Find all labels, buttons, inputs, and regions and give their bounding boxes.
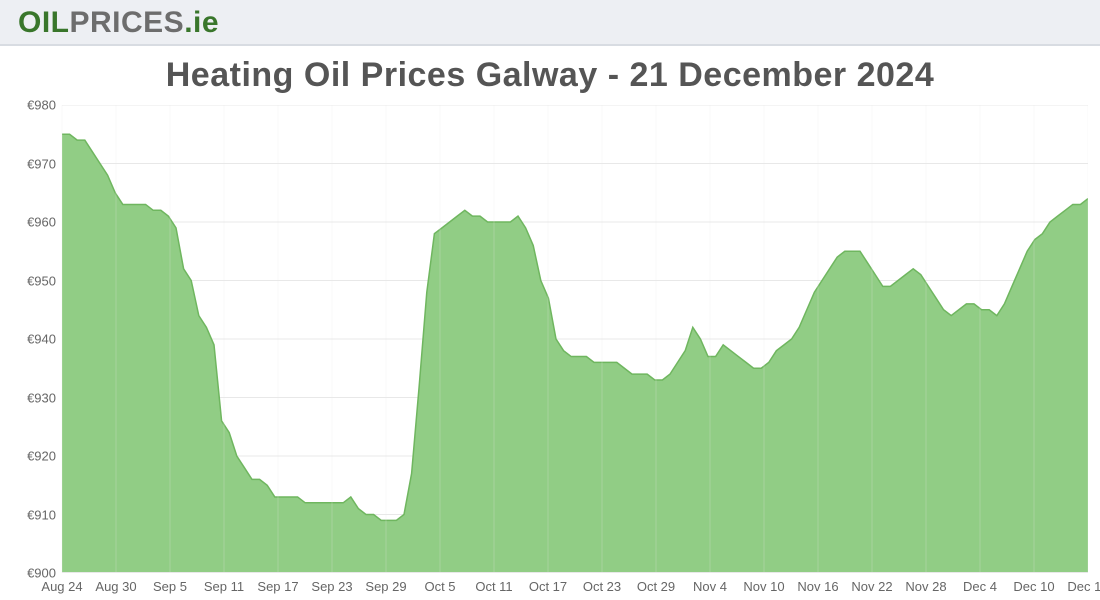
y-axis-label: €980 xyxy=(12,98,56,113)
x-axis-label: Sep 23 xyxy=(311,579,352,594)
x-axis-label: Dec 16 xyxy=(1067,579,1100,594)
x-axis-label: Oct 29 xyxy=(637,579,675,594)
x-axis-label: Aug 30 xyxy=(95,579,136,594)
x-axis-label: Sep 11 xyxy=(204,579,244,594)
y-axis-label: €930 xyxy=(12,390,56,405)
x-axis-label: Nov 28 xyxy=(905,579,946,594)
x-axis-label: Sep 5 xyxy=(153,579,187,594)
x-axis-label: Sep 17 xyxy=(257,579,298,594)
y-axis-label: €910 xyxy=(12,507,56,522)
x-axis-label: Oct 11 xyxy=(475,579,512,594)
price-chart: €900€910€920€930€940€950€960€970€980Aug … xyxy=(12,105,1088,573)
logo-word-ie: ie xyxy=(193,6,219,39)
x-axis-label: Sep 29 xyxy=(365,579,406,594)
chart-svg xyxy=(12,105,1088,573)
x-axis-label: Dec 4 xyxy=(963,579,997,594)
y-axis-label: €920 xyxy=(12,449,56,464)
x-axis-label: Nov 10 xyxy=(743,579,784,594)
y-axis-label: €960 xyxy=(12,215,56,230)
header-bar: OILPRICES.ie xyxy=(0,0,1100,46)
y-axis-label: €950 xyxy=(12,273,56,288)
site-logo: OILPRICES.ie xyxy=(18,6,219,39)
x-axis-label: Nov 22 xyxy=(851,579,892,594)
y-axis-label: €940 xyxy=(12,332,56,347)
x-axis-label: Oct 5 xyxy=(424,579,455,594)
x-axis-label: Nov 16 xyxy=(797,579,838,594)
x-axis-label: Nov 4 xyxy=(693,579,727,594)
x-axis-label: Dec 10 xyxy=(1013,579,1054,594)
x-axis-label: Oct 17 xyxy=(529,579,567,594)
logo-word-oil: OIL xyxy=(18,6,70,40)
chart-title: Heating Oil Prices Galway - 21 December … xyxy=(0,56,1100,95)
logo-word-prices: PRICES xyxy=(70,6,185,40)
y-axis-label: €970 xyxy=(12,156,56,171)
logo-dot: . xyxy=(184,6,193,39)
x-axis-label: Aug 24 xyxy=(41,579,82,594)
x-axis-label: Oct 23 xyxy=(583,579,621,594)
